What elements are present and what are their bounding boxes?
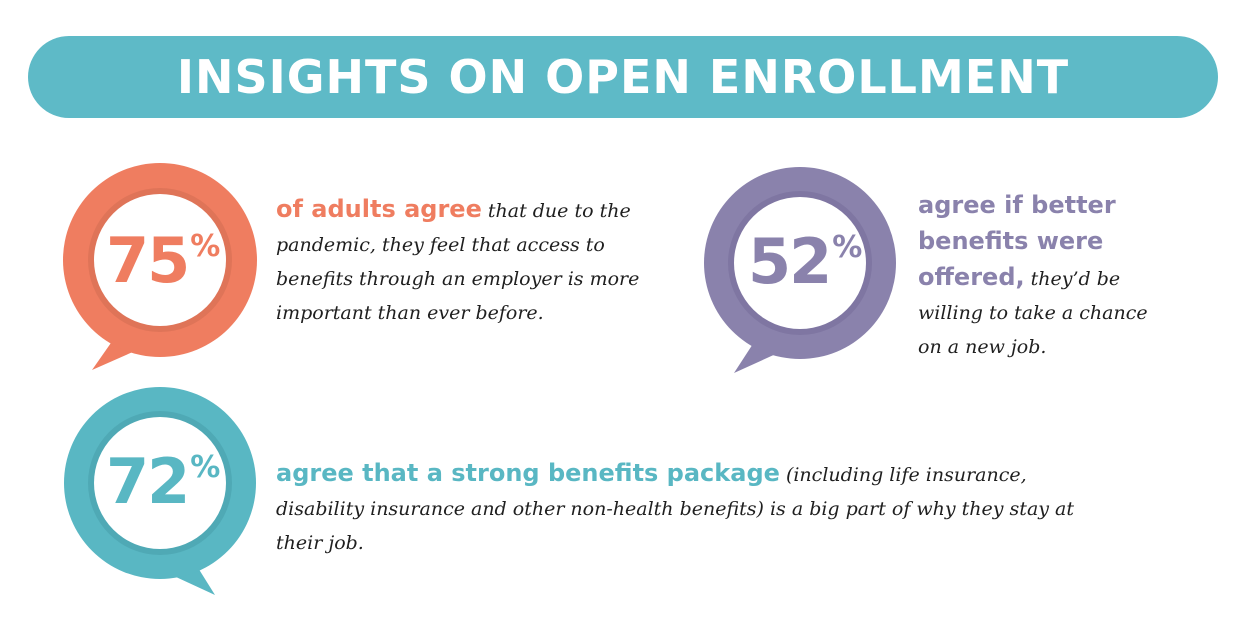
stat-52-bubble: 52% — [700, 163, 900, 378]
speech-bubble-coral-icon — [63, 163, 257, 370]
stat-72-highlight: agree that a strong benefits package — [276, 459, 780, 487]
stat-52-text: agree if better benefits were offered, t… — [918, 188, 1148, 364]
speech-bubble-teal-icon — [64, 387, 256, 595]
stat-72-value: 72% — [106, 445, 221, 518]
stat-75-text: of adults agree that due to the pandemic… — [276, 192, 676, 330]
stat-72-bubble: 72% — [60, 385, 280, 600]
stat-52-body: they’d be willing to take a chance on a … — [918, 268, 1148, 358]
speech-bubble-purple-icon — [704, 167, 896, 373]
page-title: INSIGHTS ON OPEN ENROLLMENT — [176, 50, 1070, 104]
stat-72-text: agree that a strong benefits package (in… — [276, 456, 1106, 560]
stat-75-value: 75% — [106, 224, 221, 297]
title-banner: INSIGHTS ON OPEN ENROLLMENT — [28, 36, 1218, 118]
stat-72-body: (including life insurance, disability in… — [276, 464, 1075, 554]
stat-75-body: that due to the pandemic, they feel that… — [276, 200, 640, 324]
stat-52-highlight: agree if better benefits were offered, — [918, 191, 1116, 291]
stat-75-highlight: of adults agree — [276, 195, 482, 223]
stat-75-bubble: 75% — [60, 160, 260, 375]
stat-52-value: 52% — [748, 225, 863, 298]
